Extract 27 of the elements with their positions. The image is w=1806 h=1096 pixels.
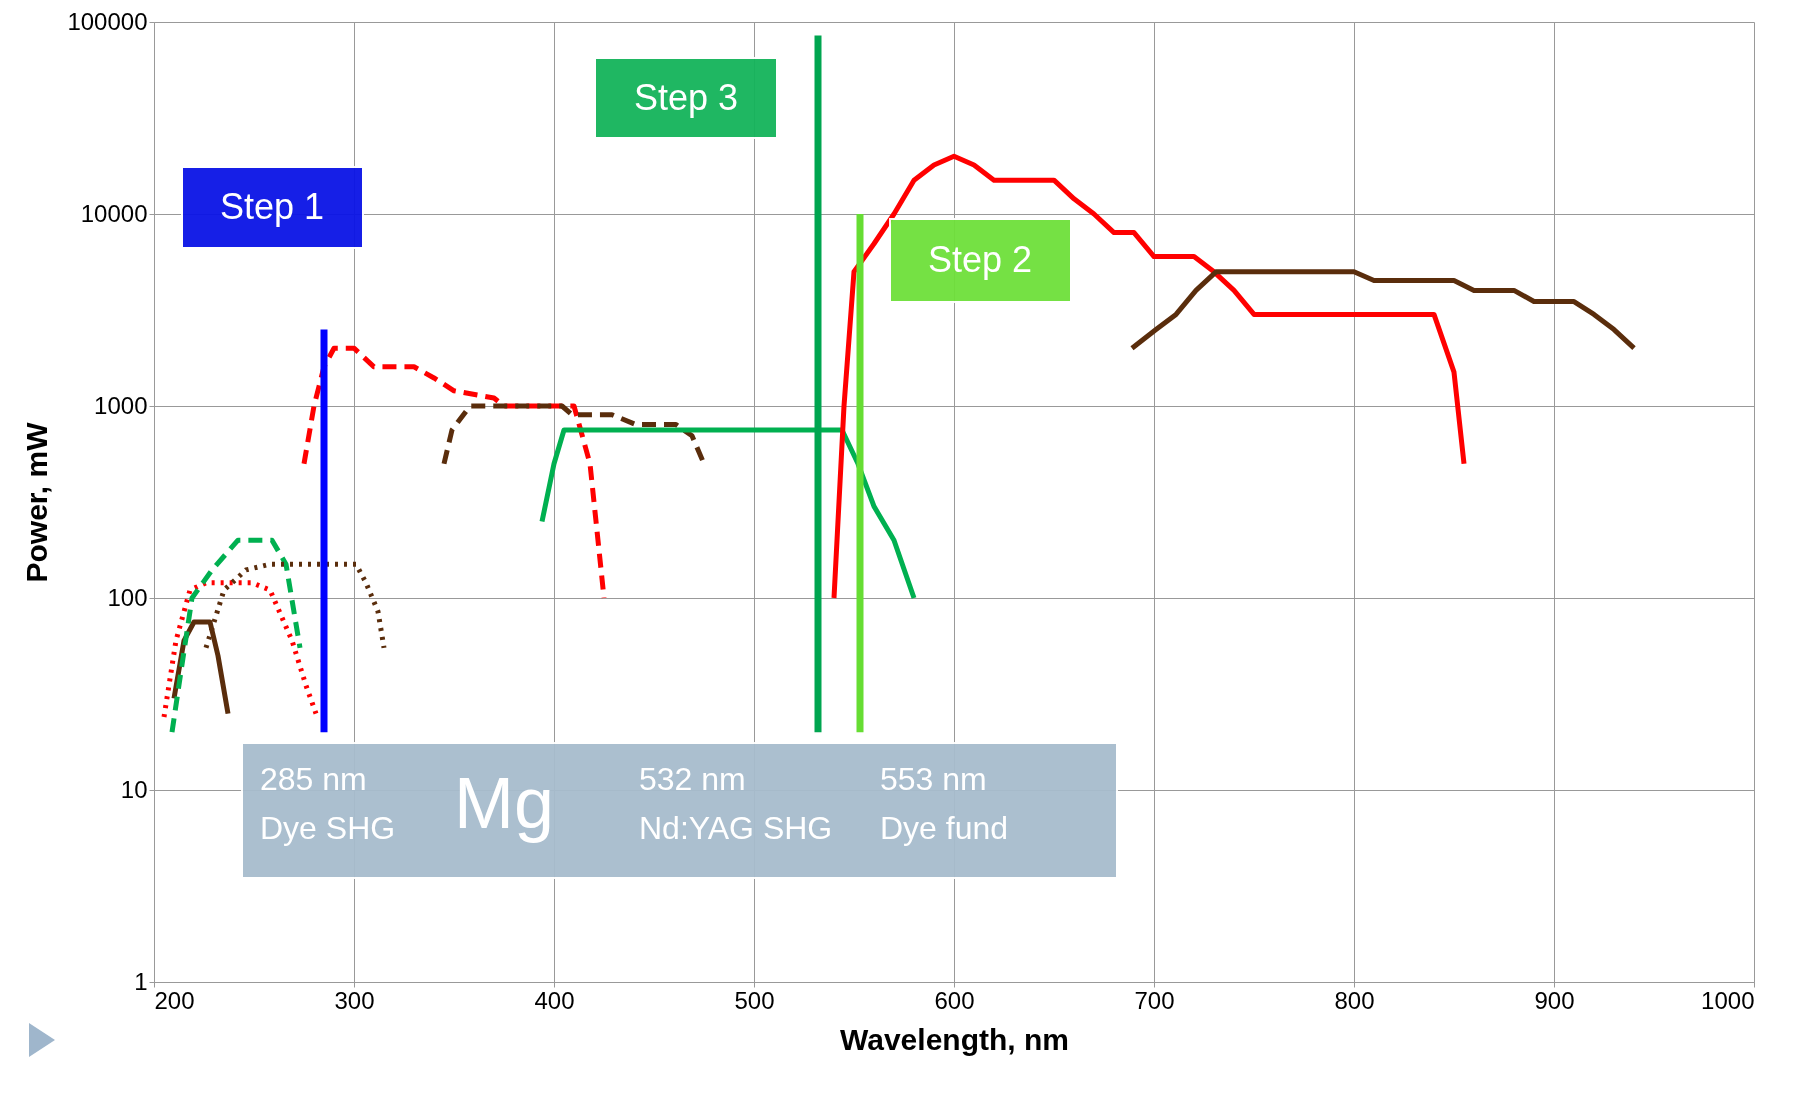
annotation: Step 3	[633, 77, 739, 118]
x-tick-label: 800	[1334, 986, 1375, 1014]
y-tick-label: 1000	[94, 391, 148, 419]
x-tick-label: 400	[534, 986, 575, 1014]
x-tick-label: 700	[1134, 986, 1175, 1014]
x-axis-title: Wavelength, nm	[840, 1022, 1069, 1056]
annotation: 532 nm	[639, 761, 746, 797]
x-tick-label: 500	[734, 986, 775, 1014]
annotation: 285 nm	[260, 761, 367, 797]
y-tick-label: 100000	[67, 7, 148, 35]
y-tick-label: 10000	[80, 199, 148, 227]
x-tick-label: 600	[934, 986, 975, 1014]
x-tick-label: 300	[334, 986, 375, 1014]
annotation: Nd:YAG SHG	[639, 810, 833, 846]
annotation: Dye fund	[880, 810, 1009, 846]
annotation: Step 1	[219, 186, 325, 227]
x-tick-label: 1000	[1701, 986, 1755, 1014]
annotation: Mg	[454, 763, 555, 843]
y-tick-label: 10	[120, 775, 148, 803]
x-tick-label: 900	[1534, 986, 1575, 1014]
y-axis-title: Power, mW	[20, 421, 54, 583]
y-tick-label: 1	[134, 967, 148, 995]
y-tick-label: 100	[107, 583, 148, 611]
annotation: Dye SHG	[260, 810, 396, 846]
x-tick-label: 200	[154, 986, 195, 1014]
annotation: 553 nm	[880, 761, 987, 797]
annotation: Step 2	[927, 239, 1033, 280]
